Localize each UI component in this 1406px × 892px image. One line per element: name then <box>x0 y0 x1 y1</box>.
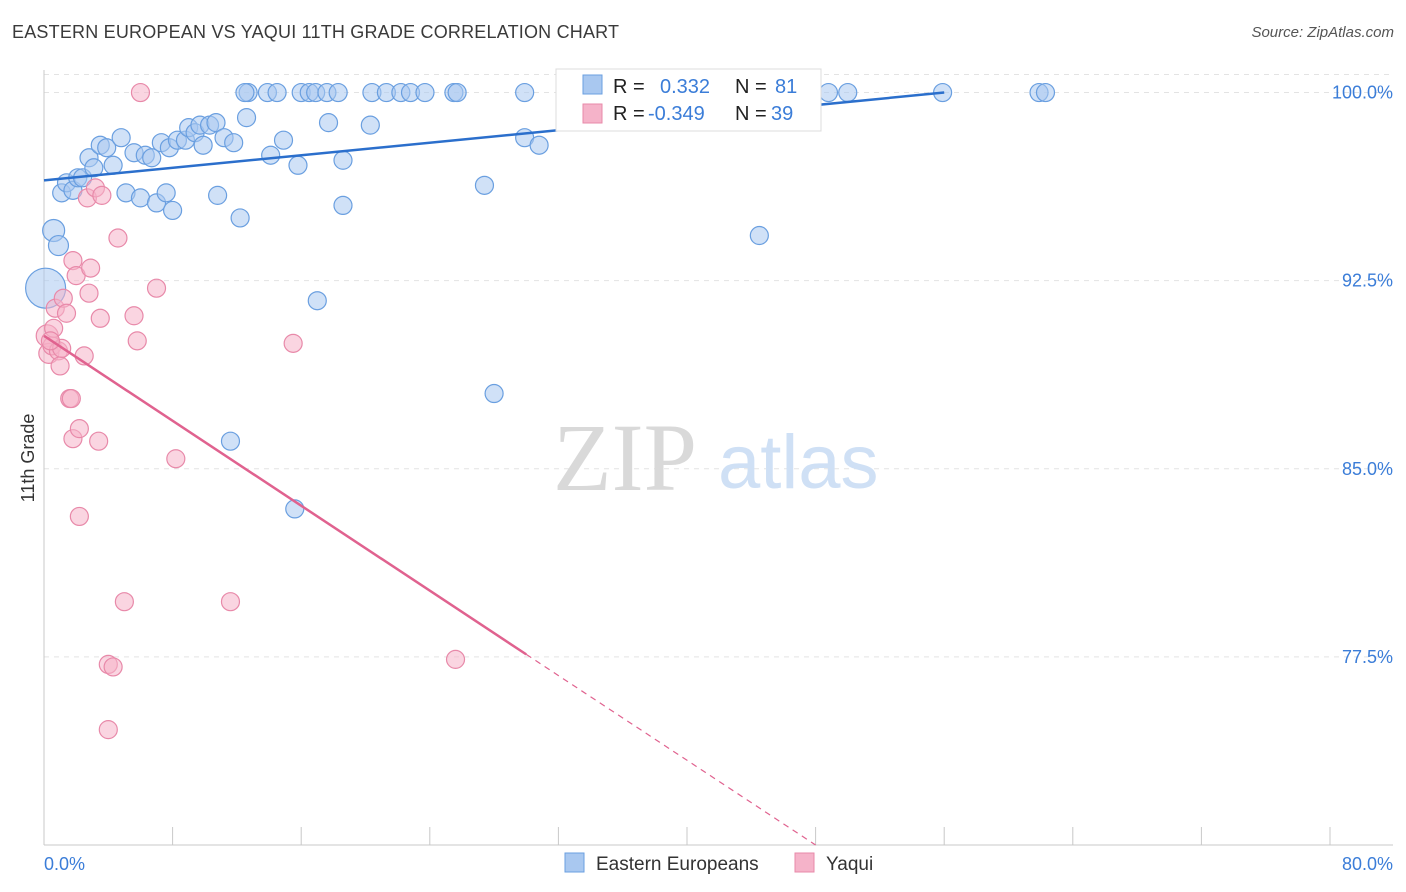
y-tick-label-0: 77.5% <box>1342 647 1393 667</box>
point-yaqui-14 <box>69 419 89 439</box>
y-tick-label-3: 100.0% <box>1332 83 1393 103</box>
point-yaqui-15 <box>69 506 89 527</box>
legend-n-value-1: 81 <box>775 76 797 98</box>
legend-bottom-label-pink: Yaqui <box>826 854 873 875</box>
y-axis-title: 11th Grade <box>18 414 38 503</box>
point-yaqui-33 <box>166 449 186 469</box>
legend-bottom-swatch-blue <box>564 852 585 873</box>
point-eastern-europeans-35 <box>230 208 250 228</box>
point-eastern-europeans-13 <box>111 128 131 148</box>
point-yaqui-29 <box>127 331 147 351</box>
point-eastern-europeans-29 <box>193 135 213 155</box>
point-yaqui-30 <box>130 82 151 103</box>
point-eastern-europeans-57 <box>447 82 467 103</box>
point-yaqui-36 <box>445 649 466 669</box>
point-eastern-europeans-71 <box>838 82 858 103</box>
x-tick-label-min: 0.0% <box>44 854 85 874</box>
point-eastern-europeans-21 <box>156 183 176 203</box>
point-eastern-europeans-43 <box>288 155 308 175</box>
point-eastern-europeans-78 <box>818 82 839 103</box>
trend-line-yaqui <box>43 334 527 656</box>
legend-r-value-1: 0.332 <box>660 76 710 98</box>
legend-swatch-pink <box>582 103 603 124</box>
legend-bottom: Eastern Europeans Yaqui <box>564 852 873 875</box>
point-eastern-europeans-36 <box>236 108 257 128</box>
y-tick-labels: 77.5% 85.0% 92.5% 100.0% <box>1332 83 1393 667</box>
point-eastern-europeans-16 <box>130 188 151 208</box>
point-eastern-europeans-75 <box>749 225 769 246</box>
point-eastern-europeans-48 <box>328 82 348 103</box>
point-eastern-europeans-40 <box>273 130 294 150</box>
point-yaqui-21 <box>89 431 109 451</box>
point-eastern-europeans-39 <box>261 145 281 165</box>
legend-n-label-2: N = <box>735 103 767 125</box>
point-eastern-europeans-62 <box>515 82 535 103</box>
point-eastern-europeans-55 <box>415 82 435 103</box>
point-eastern-europeans-58 <box>360 115 380 135</box>
point-eastern-europeans-34 <box>224 133 244 153</box>
point-eastern-europeans-59 <box>307 291 327 311</box>
point-yaqui-28 <box>124 306 144 326</box>
legend-bottom-label-blue: Eastern Europeans <box>596 854 759 875</box>
point-yaqui-32 <box>146 278 167 298</box>
point-eastern-europeans-32 <box>208 185 228 205</box>
point-yaqui-25 <box>103 657 123 677</box>
point-yaqui-26 <box>108 228 128 248</box>
point-eastern-europeans-49 <box>333 150 353 170</box>
y-tick-label-1: 85.0% <box>1342 459 1393 479</box>
legend-top: R = 0.332 N = 81 R = -0.349 N = 39 <box>555 68 822 132</box>
point-eastern-europeans-9 <box>84 158 104 178</box>
point-yaqui-8 <box>56 303 77 323</box>
point-yaqui-34 <box>220 592 241 612</box>
legend-swatch-blue <box>582 74 603 95</box>
point-eastern-europeans-12 <box>103 155 123 175</box>
watermark-atlas: atlas <box>718 420 879 505</box>
point-eastern-europeans-76 <box>220 431 241 451</box>
point-eastern-europeans-2 <box>47 234 70 257</box>
point-yaqui-6 <box>50 356 70 376</box>
source-credit: Source: ZipAtlas.com <box>1251 24 1394 41</box>
legend-r-label-1: R = <box>613 76 645 98</box>
point-eastern-europeans-74 <box>1035 82 1056 103</box>
watermark-zip: ZIP <box>553 404 697 511</box>
legend-r-label-2: R = <box>613 103 645 125</box>
legend-r-value-2: -0.349 <box>648 103 705 125</box>
point-eastern-europeans-47 <box>318 113 339 133</box>
point-eastern-europeans-64 <box>529 135 549 155</box>
point-yaqui-10 <box>61 388 81 409</box>
point-eastern-europeans-23 <box>163 200 183 221</box>
point-eastern-europeans-50 <box>333 195 353 216</box>
point-yaqui-27 <box>114 592 134 612</box>
point-eastern-europeans-61 <box>484 383 504 404</box>
point-eastern-europeans-60 <box>474 175 495 195</box>
point-yaqui-23 <box>92 185 112 205</box>
axes <box>43 70 1393 846</box>
chart-title: EASTERN EUROPEAN VS YAQUI 11TH GRADE COR… <box>12 22 620 42</box>
legend-n-value-2: 39 <box>771 103 793 125</box>
point-yaqui-35 <box>283 333 303 353</box>
grid <box>44 74 1393 658</box>
point-yaqui-19 <box>81 258 101 278</box>
point-yaqui-18 <box>79 283 99 303</box>
point-eastern-europeans-11 <box>97 138 117 158</box>
point-yaqui-31 <box>98 720 118 740</box>
legend-n-label-1: N = <box>735 76 767 98</box>
point-eastern-europeans-41 <box>267 82 287 103</box>
legend-bottom-swatch-pink <box>794 852 815 873</box>
point-eastern-europeans-18 <box>142 148 162 168</box>
y-tick-label-2: 92.5% <box>1342 271 1393 291</box>
yaqui-points <box>35 82 466 740</box>
point-eastern-europeans-31 <box>206 113 226 133</box>
trend-line-yaqui-extension <box>525 653 816 846</box>
x-tick-label-max: 80.0% <box>1342 854 1393 874</box>
watermark: ZIP atlas <box>553 404 879 511</box>
point-yaqui-22 <box>90 308 110 328</box>
point-eastern-europeans-79 <box>235 82 255 103</box>
